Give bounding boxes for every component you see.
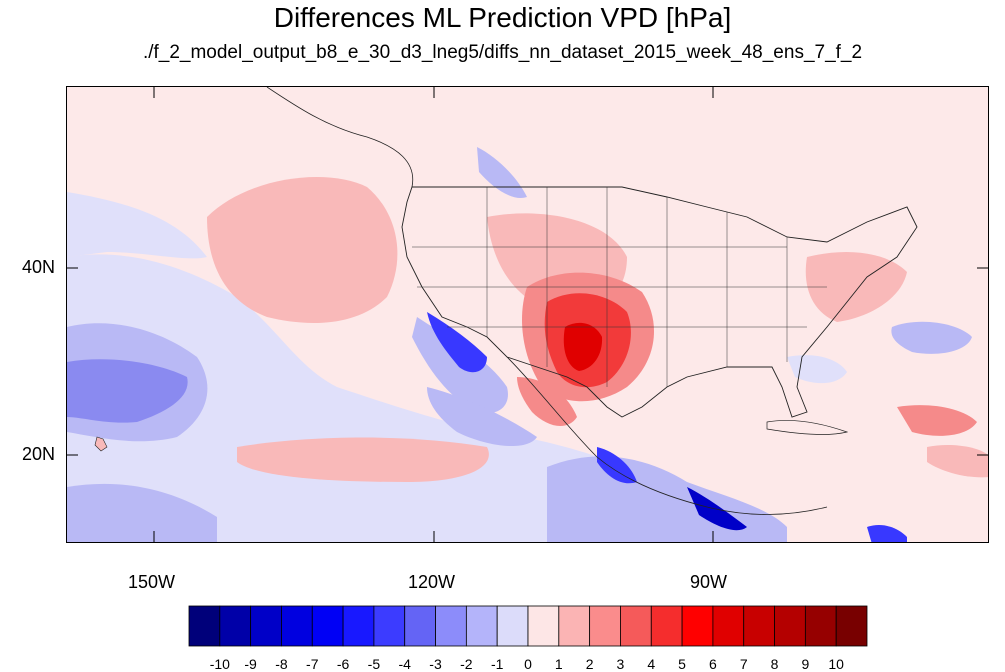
colorbar-label: -4 xyxy=(398,656,411,672)
colorbar-swatch xyxy=(281,605,313,647)
colorbar-label: -6 xyxy=(336,656,350,672)
light-red-south-atlantic xyxy=(927,445,988,478)
colorbar-label: 1 xyxy=(554,656,563,672)
cuba-outline xyxy=(766,420,849,435)
us-outline xyxy=(401,186,918,418)
state-boundaries xyxy=(412,187,827,387)
colorbar-label: -3 xyxy=(429,656,442,672)
colorbar-label: 9 xyxy=(801,656,810,672)
colorbar-swatch xyxy=(527,605,560,647)
colorbar-label: -1 xyxy=(490,656,504,672)
colorbar-label: -5 xyxy=(367,656,381,672)
colorbar-swatch xyxy=(712,605,745,647)
colorbar-swatch xyxy=(311,605,344,647)
light-blue-offshore-region xyxy=(427,387,537,447)
colorbar-swatch xyxy=(435,605,467,647)
colorbar-swatch xyxy=(743,605,775,647)
light-red-pacific-high xyxy=(207,177,398,323)
colorbar-label: -7 xyxy=(306,656,319,672)
colorbar-label: 7 xyxy=(739,656,748,672)
colorbar-label: 8 xyxy=(770,656,779,672)
lon-label-90w: 90W xyxy=(690,572,728,592)
colorbar-label: 0 xyxy=(524,656,532,672)
hawaii-islands xyxy=(94,436,108,452)
colorbar-label: 10 xyxy=(828,656,844,672)
lon-label-120w: 120W xyxy=(408,572,456,592)
mexico-coast xyxy=(506,356,828,515)
light-red-east-atlantic xyxy=(897,405,977,436)
colorbar-label: -10 xyxy=(209,656,230,672)
mid-blue-hawaii-core xyxy=(67,359,188,423)
colorbar-swatch xyxy=(804,605,837,647)
colorbar-label: -2 xyxy=(460,656,473,672)
colorbar xyxy=(188,605,868,647)
colorbar-label: 4 xyxy=(647,656,656,672)
light-red-northeast xyxy=(805,252,907,322)
light-red-subtropical-band xyxy=(237,437,489,482)
strong-blue-caribbean-region xyxy=(867,525,907,542)
figure-subtitle: ./f_2_model_output_b8_e_30_d3_lneg5/diff… xyxy=(142,42,863,63)
colorbar-swatch xyxy=(835,605,868,647)
light-blue-pacific-nw-region xyxy=(477,147,527,198)
colorbar-swatch xyxy=(188,605,221,647)
colorbar-swatch xyxy=(496,605,529,647)
vpd-difference-field xyxy=(67,87,988,542)
colorbar-label: 5 xyxy=(678,656,686,672)
colorbar-label: 2 xyxy=(585,656,594,672)
lon-label-150w: 150W xyxy=(128,572,176,592)
pale-blue-north-pacific-strip xyxy=(67,192,207,259)
colorbar-swatch xyxy=(404,605,436,647)
light-blue-gulf-region xyxy=(787,355,847,384)
colorbar-swatch xyxy=(219,605,252,647)
colorbar-label: 6 xyxy=(709,656,717,672)
map-panel xyxy=(66,86,989,543)
figure-title: Differences ML Prediction VPD [hPa] xyxy=(273,2,732,33)
colorbar-swatch xyxy=(650,605,683,647)
strong-blue-mexico-region xyxy=(597,447,637,484)
strong-blue-socal-region xyxy=(427,312,487,373)
colorbar-label: -9 xyxy=(244,656,257,672)
light-blue-south-region xyxy=(67,483,217,542)
colorbar-swatch xyxy=(465,605,498,647)
colorbar-label: -8 xyxy=(275,656,288,672)
dark-blue-central-america-region xyxy=(687,487,747,531)
lat-label-40n: 40N xyxy=(22,257,56,277)
colorbar-swatch xyxy=(774,605,806,647)
colorbar-swatch xyxy=(620,605,652,647)
colorbar-swatch xyxy=(342,605,375,647)
colorbar-swatch xyxy=(250,605,282,647)
light-blue-atlantic-region xyxy=(891,321,972,354)
colorbar-label: 3 xyxy=(616,656,625,672)
canada-coast xyxy=(266,87,414,188)
lat-label-20n: 20N xyxy=(22,444,56,464)
colorbar-swatch xyxy=(558,605,591,647)
colorbar-swatch xyxy=(681,605,714,647)
colorbar-swatch xyxy=(373,605,406,647)
colorbar-swatch xyxy=(589,605,621,647)
deep-red-texas-core xyxy=(563,322,603,371)
